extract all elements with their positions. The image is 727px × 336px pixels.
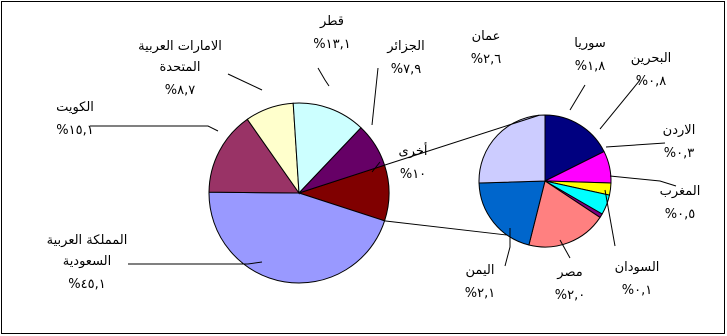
main-pie-leader-line (90, 125, 219, 132)
main-pie-slice (208, 191, 386, 284)
main-pie-data-label: الجزائر %٧,٩ (371, 39, 425, 126)
secondary-pie-leader-line (504, 228, 511, 267)
secondary-pie-slice (478, 180, 546, 246)
main-pie-value-label: %١٣,١ (313, 37, 350, 52)
secondary-pie-category-label: عمان (472, 29, 501, 44)
secondary-pie-data-label: المغرب %٠,٥ (609, 175, 701, 222)
secondary-pie-data-label: البحرين %٠,٨ (599, 51, 672, 130)
main-pie-leader-line (128, 261, 263, 265)
secondary-pie-data-label: السودان %٠,١ (604, 189, 660, 298)
main-pie-category-label: المتحدة (159, 60, 200, 75)
secondary-pie-category-label: اليمن (466, 263, 495, 278)
secondary-pie-leader-line (569, 84, 586, 111)
secondary-pie-value-label: %٢,٠ (555, 288, 585, 303)
main-pie-data-label: الامارات العربية المتحدة %٨,٧ (138, 39, 263, 98)
secondary-pie-value-label: %٢,٦ (471, 52, 501, 67)
secondary-pie-value-label: %٠,٣ (664, 146, 694, 161)
main-pie-value-label: %٧,٩ (391, 62, 421, 77)
main-pie-data-label: المملكة العربية السعودية %٤٥,١ (47, 233, 263, 292)
secondary-pie-value-label: %٠,٨ (636, 74, 666, 89)
secondary-pie-category-label: المغرب (660, 184, 701, 199)
secondary-pie-data-label: عمان %٢,٦ (471, 29, 501, 67)
main-pie-category-label: الامارات العربية (138, 39, 222, 54)
main-pie-value-label: %٤٥,١ (68, 277, 105, 292)
secondary-pie-category-label: الاردن (663, 123, 696, 138)
secondary-pie-slice (544, 114, 605, 182)
secondary-pie-leader-line (604, 189, 616, 247)
secondary-pie-slice (528, 180, 601, 248)
secondary-pie-leader-line (599, 79, 641, 130)
secondary-pie-data-label: اليمن %٢,١ (465, 228, 511, 301)
secondary-pie-leader-line (559, 239, 571, 259)
secondary-pie-value-label: %٢,١ (465, 286, 495, 301)
secondary-pie-data-label: الاردن %٠,٣ (605, 123, 696, 161)
secondary-pie-leader-line (605, 142, 666, 148)
main-pie-data-label: الكويت %١٥,١ (56, 100, 219, 138)
main-pie-leader-line (227, 73, 263, 91)
main-pie-leader-line (371, 67, 379, 126)
secondary-pie-category-label: البحرين (631, 51, 672, 66)
connector-line-top (384, 114, 540, 166)
main-pie-leader-line (317, 67, 330, 87)
main-pie-leader-line (371, 161, 381, 173)
secondary-pie-data-label: سوريا %١,٨ (569, 36, 606, 111)
main-pie-category-label: السعودية (63, 254, 112, 269)
secondary-pie-slice (478, 114, 546, 184)
main-pie-slice (208, 118, 300, 194)
main-pie-value-label: %٨,٧ (165, 83, 195, 98)
main-pie-value-label: %١٠ (400, 167, 426, 182)
main-pie-data-label: أخرى %١٠ (371, 142, 428, 182)
secondary-pie-category-label: سوريا (574, 36, 605, 51)
main-pie-value-label: %١٥,١ (56, 123, 93, 138)
connector-line-bottom (384, 220, 508, 236)
main-pie-category-label: أخرى (399, 142, 428, 159)
secondary-pie-leader-line (609, 175, 677, 187)
secondary-pie-value-label: %١,٨ (575, 59, 605, 74)
secondary-pie-value-label: %٠,٥ (665, 207, 695, 222)
main-pie-data-label: قطر %١٣,١ (313, 14, 351, 87)
secondary-pie-category-label: السودان (615, 260, 660, 275)
secondary-pie-category-label: مصر (556, 265, 582, 280)
main-pie-slice (292, 102, 362, 195)
main-pie-category-label: قطر (319, 14, 344, 29)
main-pie-category-label: الكويت (56, 100, 94, 115)
main-pie-category-label: المملكة العربية (47, 233, 128, 248)
secondary-pie-value-label: %٠,١ (622, 283, 652, 298)
secondary-pie-data-label: مصر %٢,٠ (555, 239, 585, 303)
main-pie-category-label: الجزائر (386, 39, 425, 54)
